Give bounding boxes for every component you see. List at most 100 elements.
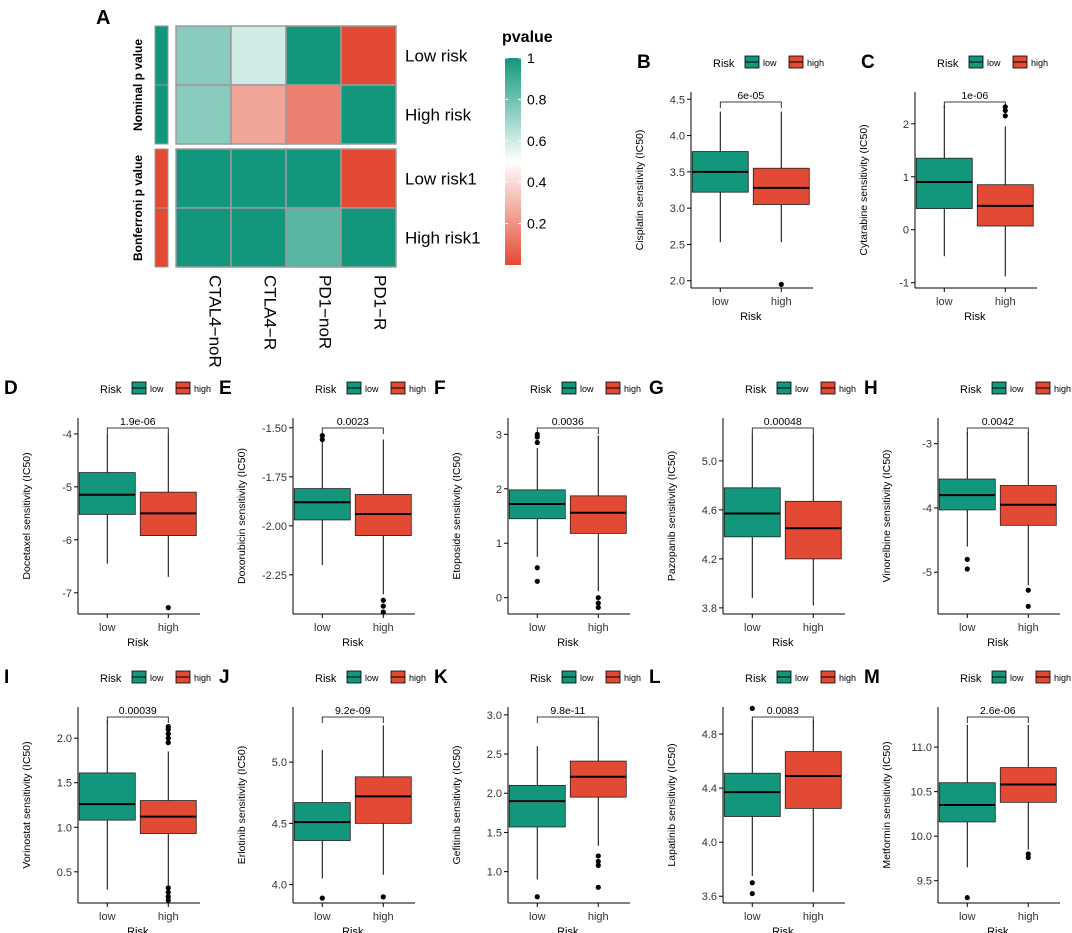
legend-label: low — [365, 673, 379, 683]
significance-bracket — [321, 716, 384, 723]
outlier-point — [534, 439, 540, 446]
y-tick-label: 10.5 — [911, 787, 932, 799]
outlier-point — [749, 705, 755, 711]
heatmap-row-label: Low risk — [405, 47, 468, 66]
p-value-label: 0.0042 — [982, 416, 1014, 428]
heatmap-cell — [175, 25, 232, 86]
outlier-point — [380, 894, 386, 900]
panel-letter: C — [861, 52, 875, 73]
y-tick-label: 10.0 — [911, 831, 932, 843]
outlier-point — [380, 609, 386, 615]
p-value-label: 1.9e-06 — [120, 416, 156, 428]
x-tick-label: high — [588, 911, 609, 923]
outlier-point — [749, 880, 755, 886]
x-tick-label: low — [712, 296, 729, 308]
y-tick-label: 3.5 — [670, 167, 685, 179]
outlier-point — [319, 895, 325, 901]
heatmap-cell — [230, 84, 287, 145]
p-value-label: 6e-05 — [737, 90, 764, 102]
outlier-point — [165, 731, 171, 737]
panel-letter: D — [4, 378, 18, 399]
outlier-point — [595, 884, 601, 890]
panel-letter: K — [434, 667, 448, 688]
y-tick-label: 3.0 — [487, 710, 502, 722]
heatmap-cell — [230, 148, 287, 209]
x-axis-label: Risk — [127, 926, 149, 933]
box-high — [784, 500, 842, 560]
significance-bracket — [719, 101, 782, 108]
y-tick-label: 4.4 — [702, 783, 717, 795]
y-tick-label: -6 — [62, 535, 72, 547]
x-tick-label: high — [803, 622, 824, 634]
legend-label: low — [763, 58, 777, 68]
box-low — [915, 157, 973, 209]
y-tick-label: 1.5 — [487, 827, 502, 839]
y-tick-label: -2.00 — [262, 521, 287, 533]
outlier-point — [1002, 107, 1008, 114]
x-tick-label: high — [803, 911, 824, 923]
y-tick-label: 5.0 — [702, 456, 717, 468]
heatmap-cell — [175, 84, 232, 145]
y-tick-label: 2.0 — [487, 788, 502, 800]
boxplot-panel-e: E Risk low high-2.25-2.00-1.75-1.50Doxorubi… — [219, 378, 426, 649]
y-tick-label: -1 — [899, 278, 909, 290]
legend-label: low — [795, 384, 809, 394]
y-axis-label: Cisplatin sensitivity (IC50) — [634, 130, 646, 251]
legend-label: low — [580, 673, 594, 683]
box-low — [78, 772, 136, 821]
heatmap-cell — [340, 207, 397, 268]
significance-bracket — [321, 427, 384, 434]
legend-label: high — [1031, 58, 1048, 68]
legend-title: Risk — [745, 384, 767, 396]
y-tick-label: -3 — [922, 439, 932, 451]
x-tick-label: high — [588, 622, 609, 634]
outlier-point — [165, 605, 171, 611]
box-high — [752, 167, 810, 205]
legend-title: Risk — [100, 384, 122, 396]
legend-label: high — [839, 673, 856, 683]
heatmap-cell — [175, 207, 232, 268]
y-tick-label: 1 — [496, 538, 502, 550]
legend-tick-label: 0.4 — [527, 174, 547, 190]
outlier-point — [380, 597, 386, 603]
y-tick-label: 4.2 — [702, 554, 717, 566]
legend-label: low — [987, 58, 1001, 68]
y-tick-label: 4.0 — [702, 837, 717, 849]
outlier-point — [319, 436, 325, 443]
y-tick-label: 2.5 — [670, 239, 685, 251]
y-tick-label: -2.25 — [262, 570, 287, 582]
x-axis-label: Risk — [740, 311, 762, 323]
x-tick-label: low — [529, 911, 546, 923]
panel-letter: E — [219, 378, 232, 399]
y-tick-label: 2.0 — [670, 276, 685, 288]
boxplot-panels: B Risk low high2.02.53.03.54.04.5Cisplatin … — [4, 52, 1071, 933]
y-tick-label: 1 — [903, 172, 909, 184]
x-tick-label: low — [959, 622, 976, 634]
y-tick-label: 1.0 — [57, 822, 72, 834]
legend-label: low — [1010, 384, 1024, 394]
legend-label: low — [365, 384, 379, 394]
outlier-point — [1025, 587, 1031, 593]
outlier-point — [778, 281, 784, 287]
outlier-point — [964, 556, 970, 562]
heatmap-row-label: High risk — [405, 106, 472, 125]
outlier-point — [165, 885, 171, 891]
y-tick-label: 4.0 — [272, 880, 287, 892]
panel-letter: I — [4, 667, 9, 688]
legend-label: high — [839, 384, 856, 394]
heatmap-cell — [340, 84, 397, 145]
x-tick-label: low — [99, 911, 116, 923]
box-high — [569, 760, 627, 798]
panel-letter: J — [219, 667, 230, 688]
y-tick-label: 11.0 — [911, 742, 932, 754]
x-axis-label: Risk — [987, 637, 1009, 649]
outlier-point — [534, 565, 540, 571]
p-value-label: 0.0023 — [337, 416, 369, 428]
x-axis-label: Risk — [342, 637, 364, 649]
x-axis-label: Risk — [127, 637, 149, 649]
y-axis-label: Erlotinib sensitivity (IC50) — [236, 746, 248, 864]
outlier-point — [165, 735, 171, 741]
y-tick-label: 4.5 — [272, 818, 287, 830]
